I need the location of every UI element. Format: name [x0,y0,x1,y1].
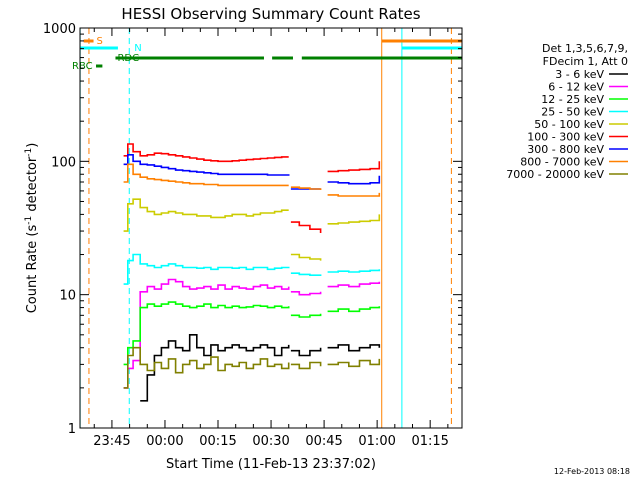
series-line [290,347,322,357]
flag-label: RDC [117,53,139,64]
y-axis-label: Count Rate (s-1 detector-1) [24,143,40,314]
y-axis-label-exponent: -1 [24,216,34,225]
y-tick-label: 10 [59,289,76,304]
legend-entry-label: 800 - 7000 keV [520,156,604,169]
x-tick-label: 00:45 [305,434,342,449]
x-tick-label: 00:15 [199,434,236,449]
y-tick-label: 100 [51,155,76,170]
series-line [123,301,290,366]
series-line [327,358,381,368]
series-line [290,186,322,190]
series-line [327,306,381,313]
series-line [327,214,381,225]
legend-entry-label: 3 - 6 keV [555,68,604,81]
series-line [123,163,289,187]
legend-entry-label: 300 - 800 keV [527,143,604,156]
chart-title: HESSI Observing Summary Count Rates [121,5,420,23]
y-tick-label: 1 [68,422,76,437]
legend-entry-label: 100 - 300 keV [527,131,604,144]
series-line [123,154,290,176]
series-line [327,192,381,197]
x-tick-label: 00:00 [146,434,183,449]
series-lines [123,143,381,402]
series-line [327,344,381,352]
series-line [290,313,322,318]
y-axis-label-part: Count Rate (s [25,225,40,314]
series-line [327,175,381,185]
x-tick-label: 01:15 [411,434,448,449]
legend-header-line: Det 1,3,5,6,7,9, [542,42,628,55]
plot-frame [79,27,463,429]
x-axis-label: Start Time (11-Feb-13 23:37:02) [166,457,376,472]
legend-entry-label: 50 - 100 keV [534,118,604,131]
y-axis-label-part: ) [25,143,40,148]
series-line [140,334,290,402]
series-line [327,281,381,288]
series-line [123,253,290,285]
flag-label: RBC [72,61,93,72]
series-line [327,269,381,273]
footer-timestamp: 12-Feb-2013 08:18 [554,467,630,476]
series-line [290,291,322,296]
y-axis-label-exponent: -1 [24,148,34,157]
y-axis-label-part: detector [25,156,40,216]
legend: Det 1,3,5,6,7,9, FDecim 1, Att 0 3 - 6 k… [506,42,628,181]
flag-label: N [134,43,141,54]
flag-label: S [97,36,103,47]
series-line [327,161,381,173]
legend-entry-label: 12 - 25 keV [541,93,604,106]
x-axis: 23:45 00:00 00:15 00:30 00:45 01:00 01:15 [93,28,449,449]
series-line [123,143,289,163]
legend-entry-label: 25 - 50 keV [541,106,604,119]
series-line [123,198,289,232]
x-tick-label: 23:45 [93,434,130,449]
x-tick-label: 00:30 [252,434,289,449]
x-tick-label: 01:00 [358,434,395,449]
series-line [290,221,322,233]
y-axis: 1 10 100 1000 [43,22,462,437]
y-tick-label: 1000 [43,22,76,37]
series-line [123,346,290,389]
series-line [123,278,290,389]
series-line [290,253,322,261]
legend-entry-label: 6 - 12 keV [548,81,604,94]
series-line [290,361,322,370]
series-line [290,272,322,276]
legend-entry-label: 7000 - 20000 keV [506,168,604,181]
vertical-markers [79,28,452,428]
legend-header-line: FDecim 1, Att 0 [543,55,628,68]
